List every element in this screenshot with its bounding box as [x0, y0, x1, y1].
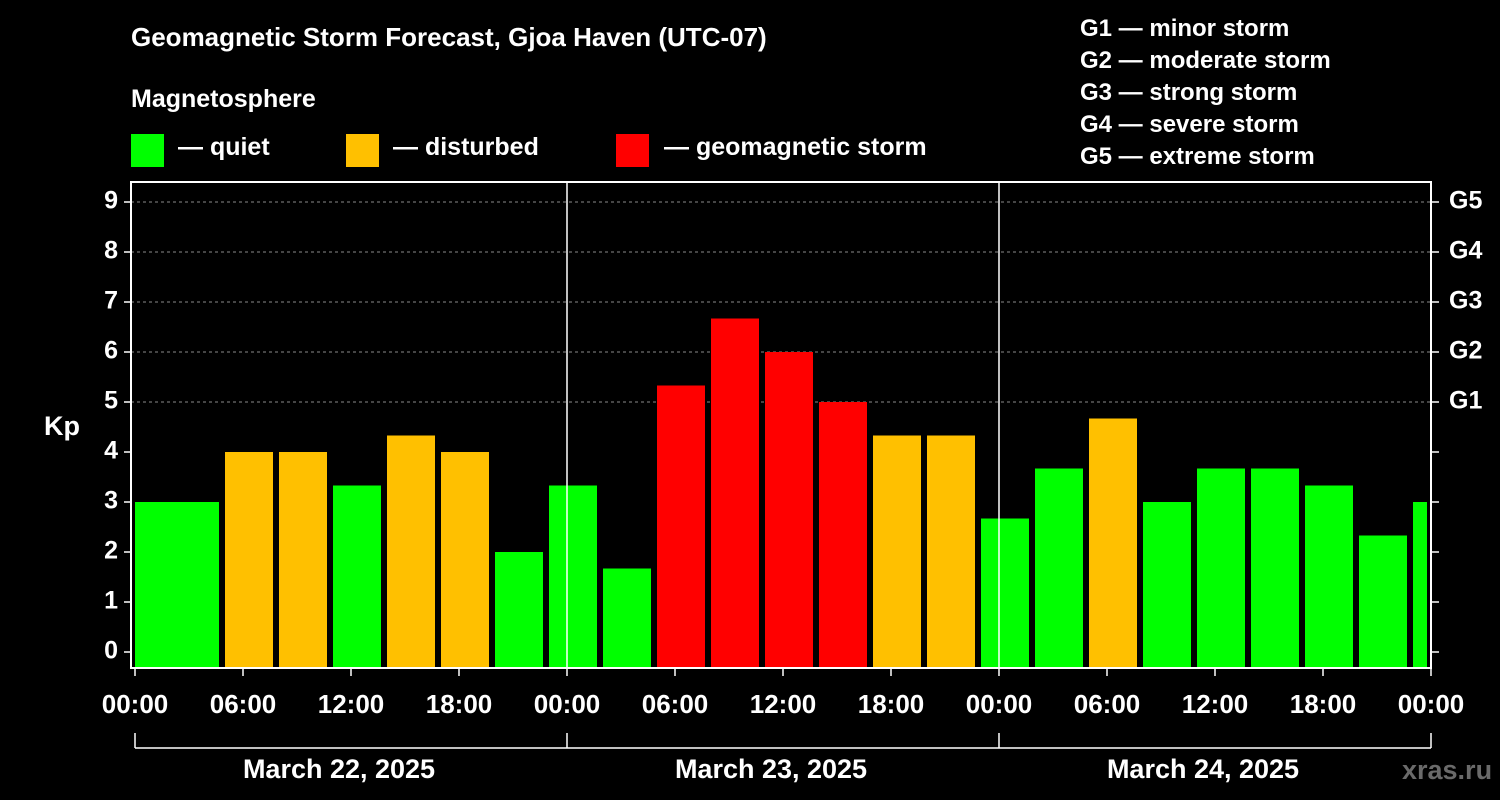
- bar-18: [1089, 418, 1137, 667]
- bar-6: [441, 452, 489, 667]
- y-tick-label-4: 4: [104, 437, 118, 465]
- y-tick-label-7: 7: [104, 287, 118, 315]
- bar-23: [1359, 535, 1407, 667]
- storm-scale-g2: G2 — moderate storm: [1080, 47, 1331, 74]
- storm-scale-g4: G4 — severe storm: [1080, 111, 1299, 138]
- bar-9: [603, 568, 651, 667]
- legend-swatch-quiet: [131, 134, 164, 167]
- bar-20: [1197, 468, 1245, 667]
- date-label-0: March 22, 2025: [243, 754, 435, 784]
- x-tick-label-4: 00:00: [534, 689, 601, 719]
- g-level-label-G3: G3: [1449, 287, 1482, 315]
- bar-7: [495, 552, 543, 667]
- bar-12: [765, 352, 813, 667]
- g-level-label-G2: G2: [1449, 337, 1482, 365]
- x-tick-label-6: 12:00: [750, 689, 817, 719]
- y-axis-label: Kp: [44, 411, 80, 441]
- date-label-2: March 24, 2025: [1107, 754, 1299, 784]
- storm-scale-g3: G3 — strong storm: [1080, 79, 1298, 106]
- legend-label-quiet: — quiet: [178, 133, 270, 161]
- legend-swatch-storm: [616, 134, 649, 167]
- x-tick-label-11: 18:00: [1290, 689, 1357, 719]
- bar-1: [171, 502, 219, 667]
- y-tick-label-9: 9: [104, 187, 118, 215]
- bar-21: [1251, 468, 1299, 667]
- plot-frame: [130, 181, 1432, 669]
- bar-22: [1305, 485, 1353, 667]
- g-level-label-G4: G4: [1449, 237, 1482, 265]
- y-tick-label-0: 0: [104, 637, 118, 665]
- legend-heading: Magnetosphere: [131, 85, 316, 113]
- chart-title: Geomagnetic Storm Forecast, Gjoa Haven (…: [131, 22, 767, 52]
- y-tick-label-5: 5: [104, 387, 118, 415]
- x-tick-label-8: 00:00: [966, 689, 1033, 719]
- bar-5: [387, 435, 435, 667]
- bar-3: [279, 452, 327, 667]
- bar-4: [333, 485, 381, 667]
- g-level-label-G1: G1: [1449, 387, 1482, 415]
- date-label-1: March 23, 2025: [675, 754, 867, 784]
- x-tick-label-1: 06:00: [210, 689, 277, 719]
- bar-2: [225, 452, 273, 667]
- bar-14: [873, 435, 921, 667]
- legend-label-disturbed: — disturbed: [393, 133, 539, 161]
- bar-10: [657, 385, 705, 667]
- bar-11: [711, 318, 759, 667]
- y-tick-label-6: 6: [104, 337, 118, 365]
- x-tick-label-9: 06:00: [1074, 689, 1141, 719]
- bar-24: [1413, 502, 1427, 667]
- storm-scale-g5: G5 — extreme storm: [1080, 143, 1315, 170]
- x-tick-label-12: 00:00: [1398, 689, 1465, 719]
- x-tick-label-7: 18:00: [858, 689, 925, 719]
- x-tick-label-3: 18:00: [426, 689, 493, 719]
- x-tick-label-5: 06:00: [642, 689, 709, 719]
- legend-swatch-disturbed: [346, 134, 379, 167]
- bar-8: [549, 485, 597, 667]
- watermark: xras.ru: [1402, 755, 1493, 785]
- x-tick-label-2: 12:00: [318, 689, 385, 719]
- y-tick-label-2: 2: [104, 537, 118, 565]
- bar-15: [927, 435, 975, 667]
- legend-label-storm: — geomagnetic storm: [664, 133, 927, 161]
- y-tick-label-3: 3: [104, 487, 118, 515]
- bar-19: [1143, 502, 1191, 667]
- x-tick-label-10: 12:00: [1182, 689, 1249, 719]
- storm-scale-g1: G1 — minor storm: [1080, 15, 1290, 42]
- bar-13: [819, 402, 867, 667]
- x-tick-label-0: 00:00: [102, 689, 169, 719]
- g-level-label-G5: G5: [1449, 187, 1482, 215]
- y-tick-label-1: 1: [104, 587, 118, 615]
- bar-16: [981, 518, 1029, 667]
- y-tick-label-8: 8: [104, 237, 118, 265]
- bar-17: [1035, 468, 1083, 667]
